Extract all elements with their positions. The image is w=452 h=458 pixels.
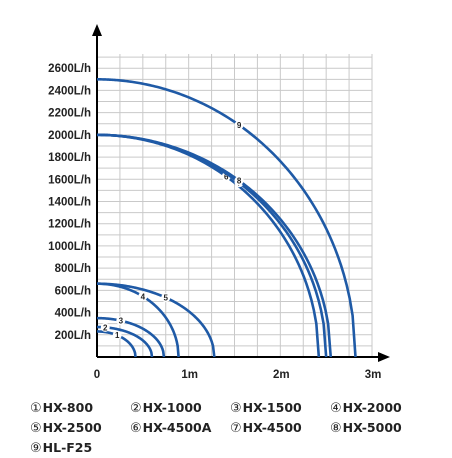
curve-marker-bg	[112, 330, 122, 340]
y-tick-label: 200L/h	[55, 330, 91, 342]
curve-hx-5000	[97, 133, 333, 357]
y-tick-label: 1000L/h	[48, 241, 91, 253]
y-tick-label: 600L/h	[55, 285, 91, 297]
y-tick-label: 800L/h	[55, 263, 91, 275]
curve-marker-bg	[234, 176, 244, 186]
legend-item-hx-1500: ③HX-1500	[230, 400, 302, 416]
curve-marker-label: 5	[164, 294, 169, 303]
curve-marker-bg	[116, 316, 126, 326]
chart-legend: ①HX-800 ②HX-1000 ③HX-1500 ④HX-2000 ⑤HX-2…	[30, 398, 440, 458]
legend-row: ⑨HL-F25	[30, 438, 440, 458]
y-tick-label: 1400L/h	[48, 197, 91, 209]
y-tick-label: 400L/h	[55, 308, 91, 320]
curve-marker-label: 6	[224, 172, 229, 181]
legend-item-hx-2500: ⑤HX-2500	[30, 420, 102, 436]
legend-item-hl-f25: ⑨HL-F25	[30, 440, 93, 456]
y-tick-label: 1800L/h	[48, 152, 91, 164]
curve-marker-label: 3	[119, 317, 124, 326]
curve-marker-label: 2	[103, 323, 108, 332]
legend-item-hx-2000: ④HX-2000	[330, 400, 402, 416]
x-tick-label: 3m	[365, 369, 382, 381]
legend-row: ①HX-800 ②HX-1000 ③HX-1500 ④HX-2000	[30, 398, 440, 418]
x-tick-label: 0	[94, 369, 100, 381]
legend-item-hx-800: ①HX-800	[30, 400, 94, 416]
legend-item-hx-4500: ⑦HX-4500	[230, 420, 302, 436]
curve-marker-label: 4	[141, 292, 146, 301]
legend-item-hx-1000: ②HX-1000	[130, 400, 202, 416]
curve-marker-label: 8	[237, 177, 242, 186]
curve-marker-bg	[138, 291, 148, 301]
legend-row: ⑤HX-2500 ⑥HX-4500A ⑦HX-4500 ⑧HX-5000	[30, 418, 440, 438]
curve-marker-label: 1	[115, 331, 120, 340]
y-tick-label: 2200L/h	[48, 108, 91, 120]
curve-marker-label: 9	[237, 121, 242, 130]
curve-hx-800	[97, 330, 137, 357]
y-tick-label: 1600L/h	[48, 174, 91, 186]
legend-item-hx-4500a: ⑥HX-4500A	[130, 420, 212, 436]
legend-item-hx-5000: ⑧HX-5000	[330, 420, 402, 436]
x-tick-label: 2m	[273, 369, 290, 381]
curve-marker-bg	[161, 293, 171, 303]
x-axis-arrow	[378, 352, 390, 362]
curve-marker-bg	[234, 120, 244, 130]
curve-hx-1000	[97, 325, 154, 357]
y-tick-label: 2600L/h	[48, 63, 91, 75]
y-axis-arrow	[92, 24, 102, 36]
curve-hl-f25	[97, 78, 357, 357]
curve-hx-2500	[97, 282, 216, 357]
y-tick-label: 1200L/h	[48, 219, 91, 231]
y-tick-label: 2400L/h	[48, 85, 91, 97]
x-tick-label: 1m	[181, 369, 198, 381]
y-tick-label: 2000L/h	[48, 130, 91, 142]
curve-marker-bg	[100, 322, 110, 332]
